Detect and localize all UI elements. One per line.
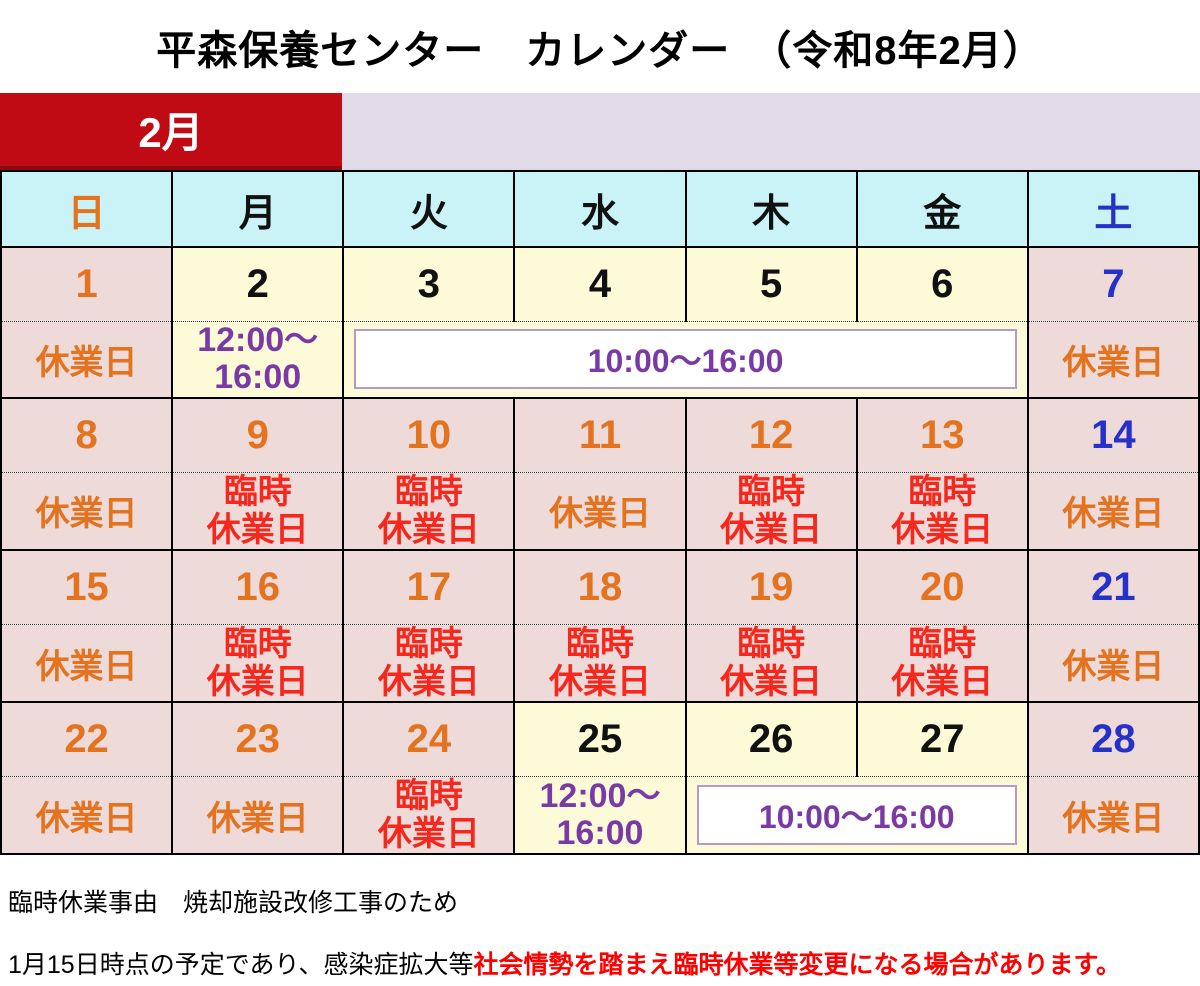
month-banner: 2月 (0, 93, 1200, 170)
date-cell-18: 18 (513, 548, 687, 625)
week-3-date-row: 15 16 17 18 19 20 21 (0, 548, 1200, 625)
day-header-tue: 火 (342, 170, 516, 248)
day-header-mon: 月 (171, 170, 345, 248)
status-cell-23: 休業日 (171, 776, 345, 856)
notes-section: 臨時休業事由 焼却施設改修工事のため 1月15日時点の予定であり、感染症拡大等社… (0, 855, 1200, 981)
date-cell-13: 13 (855, 396, 1029, 473)
date-cell-20: 20 (855, 548, 1029, 625)
date-cell-24: 24 (342, 701, 516, 778)
status-cell-20: 臨時 休業日 (855, 623, 1029, 704)
status-cell-15: 休業日 (0, 623, 174, 704)
page-title: 平森保養センター カレンダー （令和8年2月） (156, 28, 1044, 73)
day-header-sat: 土 (1026, 170, 1200, 248)
status-cell-17: 臨時 休業日 (342, 623, 516, 704)
status-cell-9: 臨時 休業日 (171, 471, 345, 551)
date-cell-1: 1 (0, 246, 174, 322)
date-cell-11: 11 (513, 396, 687, 473)
date-cell-10: 10 (342, 396, 516, 473)
month-banner-spacer (342, 93, 1200, 170)
date-cell-19: 19 (684, 548, 858, 625)
date-cell-15: 15 (0, 548, 174, 625)
calendar-table: 日 月 火 水 木 金 土 1 2 3 4 5 6 7 休業日 12:00～ 1… (0, 170, 1200, 856)
date-cell-22: 22 (0, 701, 174, 778)
status-cell-28: 休業日 (1026, 776, 1200, 856)
date-cell-6: 6 (855, 246, 1029, 322)
status-cell-7: 休業日 (1026, 320, 1200, 399)
date-cell-21: 21 (1026, 548, 1200, 625)
status-cell-13: 臨時 休業日 (855, 471, 1029, 551)
day-header-sun: 日 (0, 170, 174, 248)
open-hours-box-week1: 10:00～16:00 (354, 329, 1017, 390)
week-3-status-row: 休業日 臨時 休業日 臨時 休業日 臨時 休業日 臨時 休業日 臨時 休業日 休… (0, 623, 1200, 704)
date-cell-5: 5 (684, 246, 858, 322)
status-cell-1: 休業日 (0, 320, 174, 399)
date-cell-2: 2 (171, 246, 345, 322)
date-cell-8: 8 (0, 396, 174, 473)
date-cell-26: 26 (684, 701, 858, 778)
day-header-thu: 木 (684, 170, 858, 248)
status-cell-11: 休業日 (513, 471, 687, 551)
status-cell-18: 臨時 休業日 (513, 623, 687, 704)
status-cell-2: 12:00～ 16:00 (171, 320, 345, 399)
day-header-fri: 金 (855, 170, 1029, 248)
date-cell-28: 28 (1026, 701, 1200, 778)
week-2-status-row: 休業日 臨時 休業日 臨時 休業日 休業日 臨時 休業日 臨時 休業日 休業日 (0, 471, 1200, 551)
note-closure-reason: 臨時休業事由 焼却施設改修工事のため (8, 889, 459, 918)
date-cell-12: 12 (684, 396, 858, 473)
date-cell-3: 3 (342, 246, 516, 322)
day-header-row: 日 月 火 水 木 金 土 (0, 170, 1200, 248)
date-cell-4: 4 (513, 246, 687, 322)
status-cell-22: 休業日 (0, 776, 174, 856)
status-cell-25: 12:00～ 16:00 (513, 776, 687, 856)
status-cell-26-27: 10:00～16:00 (684, 776, 1029, 856)
status-cell-24: 臨時 休業日 (342, 776, 516, 856)
note-disclaimer: 1月15日時点の予定であり、感染症拡大等社会情勢を踏まえ臨時休業等変更になる場合… (8, 945, 1192, 981)
date-cell-27: 27 (855, 701, 1029, 778)
date-cell-23: 23 (171, 701, 345, 778)
week-4-status-row: 休業日 休業日 臨時 休業日 12:00～ 16:00 10:00～16:00 … (0, 776, 1200, 856)
week-1-date-row: 1 2 3 4 5 6 7 (0, 246, 1200, 322)
month-banner-label: 2月 (0, 93, 342, 170)
status-cell-3-6: 10:00～16:00 (342, 320, 1029, 399)
day-header-wed: 水 (513, 170, 687, 248)
note-disclaimer-black: 1月15日時点の予定であり、感染症拡大等 (8, 951, 474, 980)
open-hours-box-week4: 10:00～16:00 (696, 785, 1017, 846)
date-cell-16: 16 (171, 548, 345, 625)
status-cell-21: 休業日 (1026, 623, 1200, 704)
status-cell-19: 臨時 休業日 (684, 623, 858, 704)
date-cell-7: 7 (1026, 246, 1200, 322)
status-cell-14: 休業日 (1026, 471, 1200, 551)
date-cell-9: 9 (171, 396, 345, 473)
week-1-status-row: 休業日 12:00～ 16:00 10:00～16:00 休業日 (0, 320, 1200, 399)
date-cell-14: 14 (1026, 396, 1200, 473)
status-cell-16: 臨時 休業日 (171, 623, 345, 704)
date-cell-17: 17 (342, 548, 516, 625)
status-cell-8: 休業日 (0, 471, 174, 551)
status-cell-12: 臨時 休業日 (684, 471, 858, 551)
note-disclaimer-red: 社会情勢を踏まえ臨時休業等変更になる場合があります。 (473, 951, 1121, 980)
status-cell-10: 臨時 休業日 (342, 471, 516, 551)
date-cell-25: 25 (513, 701, 687, 778)
week-2-date-row: 8 9 10 11 12 13 14 (0, 396, 1200, 473)
week-4-date-row: 22 23 24 25 26 27 28 (0, 701, 1200, 778)
